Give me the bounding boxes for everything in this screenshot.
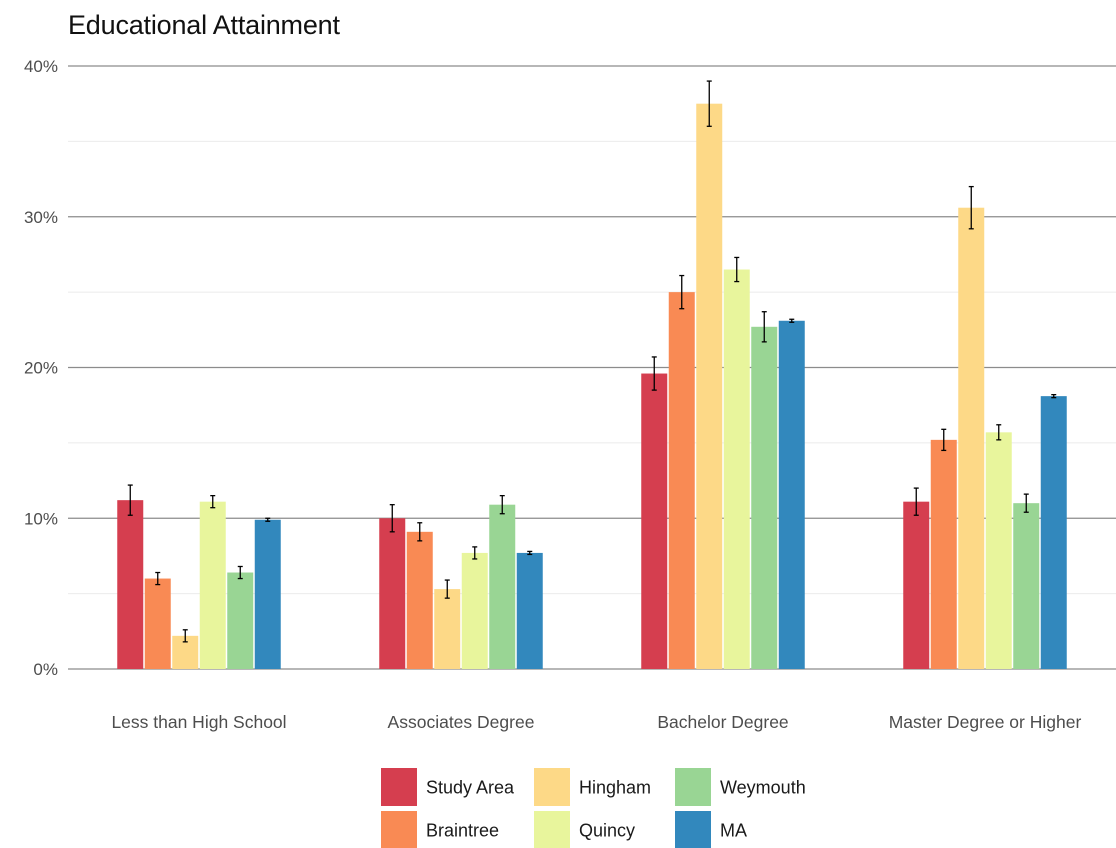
bar: [903, 501, 930, 669]
legend: Study Area Hingham Weymouth Braintree Quincy…: [381, 768, 806, 848]
error-bars: [127, 80, 1057, 643]
x-tick-label: Less than High School: [111, 712, 286, 732]
bar: [696, 103, 723, 669]
x-tick-label: Bachelor Degree: [657, 712, 788, 732]
bar: [117, 500, 144, 669]
bar: [489, 504, 516, 669]
legend-label: Weymouth: [720, 778, 806, 798]
bar: [379, 518, 406, 669]
bar: [1040, 396, 1067, 669]
legend-swatch: [534, 768, 570, 806]
bar: [723, 269, 750, 669]
y-tick-label: 40%: [24, 57, 58, 76]
bar: [406, 531, 433, 669]
bar: [985, 432, 1012, 669]
legend-swatch: [675, 811, 711, 848]
bar: [668, 292, 695, 669]
legend-label: Braintree: [426, 821, 499, 841]
legend-label: Hingham: [579, 778, 651, 798]
bar: [461, 552, 488, 669]
legend-swatch: [381, 811, 417, 848]
legend-item: Braintree: [381, 811, 499, 848]
y-tick-label: 0%: [33, 660, 58, 679]
legend-item: Study Area: [381, 768, 515, 806]
legend-label: Quincy: [579, 821, 635, 841]
bar: [1013, 503, 1040, 669]
bar: [227, 572, 254, 669]
y-tick-label: 30%: [24, 208, 58, 227]
bar: [958, 207, 985, 669]
bar: [751, 326, 778, 669]
bars: [117, 103, 1067, 669]
legend-swatch: [675, 768, 711, 806]
bar: [144, 578, 171, 669]
y-tick-label: 10%: [24, 509, 58, 528]
legend-label: Study Area: [426, 778, 515, 798]
chart-title: Educational Attainment: [68, 10, 340, 40]
bar: [516, 552, 543, 669]
x-tick-label: Master Degree or Higher: [889, 712, 1082, 732]
y-tick-label: 20%: [24, 359, 58, 378]
x-tick-label: Associates Degree: [388, 712, 535, 732]
x-axis-labels: Less than High School Associates Degree Ba…: [111, 712, 1081, 732]
bar: [641, 373, 668, 669]
bar: [199, 501, 226, 669]
bar: [778, 320, 805, 669]
bar: [930, 439, 957, 669]
legend-item: Weymouth: [675, 768, 806, 806]
legend-item: MA: [675, 811, 747, 848]
legend-swatch: [534, 811, 570, 848]
legend-swatch: [381, 768, 417, 806]
y-axis-ticks: 0% 10% 20% 30% 40%: [24, 57, 58, 679]
legend-label: MA: [720, 821, 747, 841]
bar: [254, 519, 281, 669]
legend-item: Quincy: [534, 811, 635, 848]
legend-item: Hingham: [534, 768, 651, 806]
bar: [434, 589, 461, 669]
